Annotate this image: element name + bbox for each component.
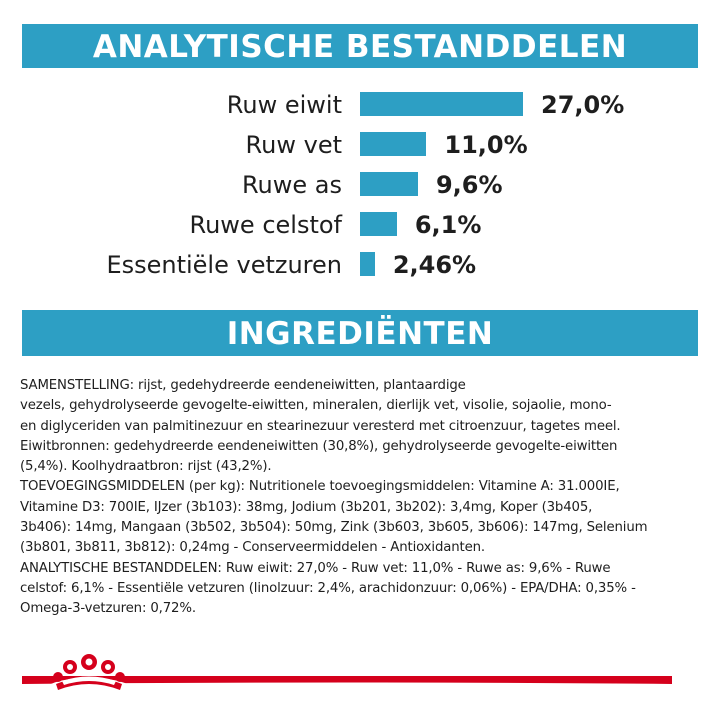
analysis-value: 9,6% bbox=[435, 171, 503, 199]
ingredients-line: ANALYTISCHE BESTANDDELEN: Ruw eiwit: 27,… bbox=[20, 560, 611, 576]
ingredients-line: Eiwitbronnen: gedehydreerde eendeneiwitt… bbox=[20, 438, 618, 454]
analysis-row: Essentiële vetzuren 2,46% bbox=[0, 245, 720, 285]
analysis-label: Essentiële vetzuren bbox=[106, 251, 342, 279]
analysis-value: 11,0% bbox=[444, 131, 528, 159]
analysis-value: 27,0% bbox=[541, 91, 625, 119]
royal-canin-crown-logo bbox=[45, 654, 133, 702]
ingredients-line: (3b801, 3b811, 3b812): 0,24mg - Conserve… bbox=[20, 540, 485, 556]
analysis-heading: ANALYTISCHE BESTANDDELEN bbox=[22, 24, 698, 68]
ingredients-line: 3b406): 14mg, Mangaan (3b502, 3b504): 50… bbox=[20, 520, 648, 536]
ingredients-heading: INGREDIËNTEN bbox=[22, 310, 698, 356]
analysis-row: Ruw vet 11,0% bbox=[0, 125, 720, 165]
ingredients-line: SAMENSTELLING: rijst, gedehydreerde eend… bbox=[20, 378, 466, 393]
ingredients-line: (5,4%). Koolhydraatbron: rijst (43,2%). bbox=[20, 459, 272, 475]
analysis-bar bbox=[360, 172, 418, 196]
ingredients-line: en diglyceriden van palmitinezuur en ste… bbox=[20, 418, 621, 434]
ingredients-line: Vitamine D3: 700IE, IJzer (3b103): 38mg,… bbox=[20, 499, 593, 515]
analysis-row: Ruwe celstof 6,1% bbox=[0, 205, 720, 245]
ingredients-line: TOEVOEGINGSMIDDELEN (per kg): Nutritione… bbox=[20, 479, 620, 495]
analysis-row: Ruw eiwit 27,0% bbox=[0, 85, 720, 125]
ingredients-line: vezels, gehydrolyseerde gevogelte-eiwitt… bbox=[20, 398, 612, 414]
analysis-label: Ruwe as bbox=[241, 171, 342, 199]
ingredients-line: Omega-3-vetzuren: 0,72%. bbox=[20, 601, 196, 617]
analysis-value: 2,46% bbox=[392, 251, 477, 279]
analysis-bar bbox=[360, 92, 523, 116]
analysis-label: Ruw eiwit bbox=[226, 91, 342, 119]
ingredients-text: SAMENSTELLING: rijst, gedehydreerde eend… bbox=[20, 376, 696, 620]
analysis-label: Ruw vet bbox=[245, 131, 342, 159]
analysis-bar bbox=[360, 132, 427, 156]
footer-swoosh bbox=[22, 676, 672, 684]
analysis-bar bbox=[360, 212, 397, 236]
analysis-row: Ruwe as 9,6% bbox=[0, 165, 720, 205]
ingredients-line: celstof: 6,1% - Essentiële vetzuren (lin… bbox=[20, 580, 636, 596]
analysis-bar bbox=[360, 252, 375, 276]
analysis-label: Ruwe celstof bbox=[189, 211, 342, 239]
analysis-value: 6,1% bbox=[414, 211, 482, 239]
